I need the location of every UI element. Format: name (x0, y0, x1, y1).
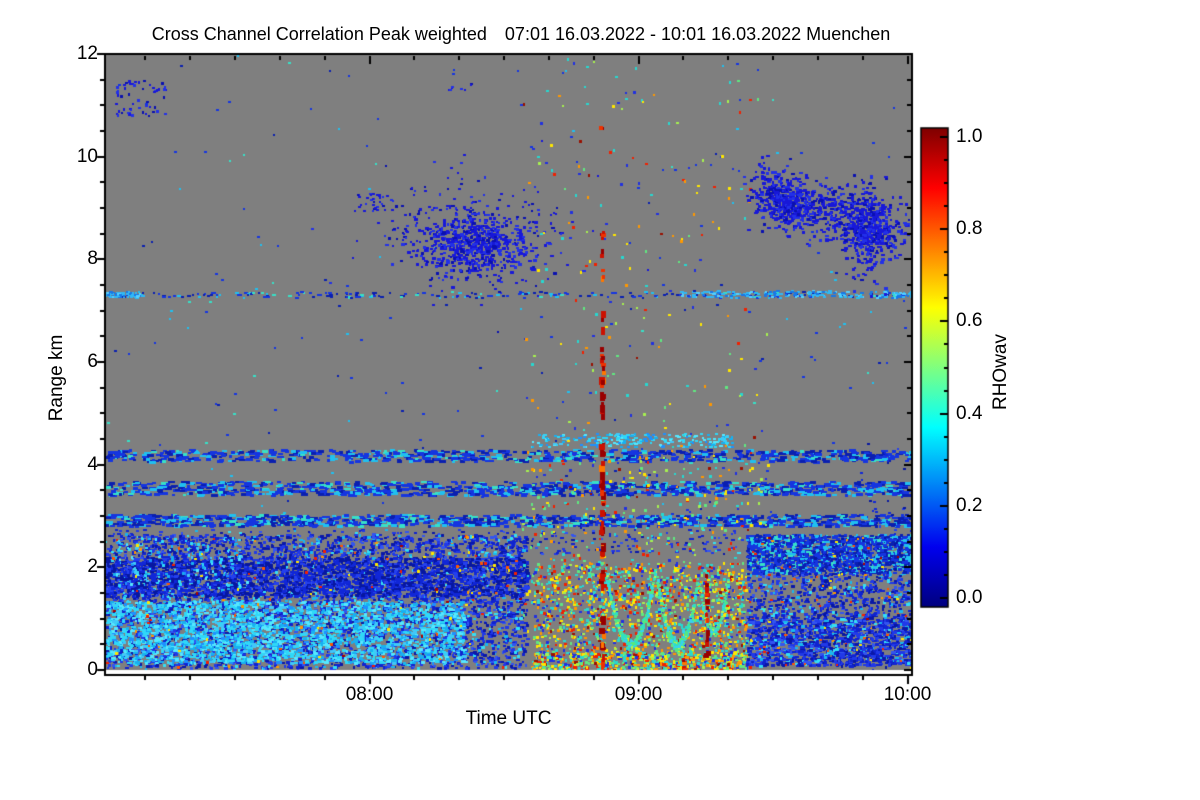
y-axis-title: Range km (46, 334, 67, 422)
y-tick-label: 4 (87, 453, 98, 475)
chart-title-text: Cross Channel Correlation Peak weighted (151, 24, 487, 44)
y-tick-label: 0 (87, 659, 98, 680)
y-tick-label: 12 (76, 43, 98, 64)
x-tick-label: 10:00 (883, 684, 932, 705)
y-tick-label: 10 (76, 145, 98, 167)
colorbar-tick-label: 0.4 (956, 402, 983, 424)
y-tick-label: 2 (87, 556, 98, 578)
chart-title: Cross Channel Correlation Peak weighted 0… (105, 23, 937, 45)
chart-title-range: 07:01 16.03.2022 - 10:01 16.03.2022 Muen… (504, 24, 891, 44)
colorbar-title: RHOwav (990, 333, 1011, 411)
colorbar-tick-label: 1.0 (956, 126, 983, 147)
colorbar-tick-label: 0.6 (956, 310, 983, 332)
colorbar-tick-label: 0.2 (956, 494, 983, 516)
colorbar-tick-label: 0.8 (956, 218, 983, 240)
y-tick-label: 6 (87, 351, 98, 372)
y-tick-label: 8 (87, 248, 98, 270)
x-tick-label: 08:00 (345, 684, 394, 705)
colorbar-tick-label: 0.0 (956, 587, 983, 608)
x-axis-title: Time UTC (465, 708, 552, 729)
x-tick-label: 09:00 (614, 684, 663, 705)
